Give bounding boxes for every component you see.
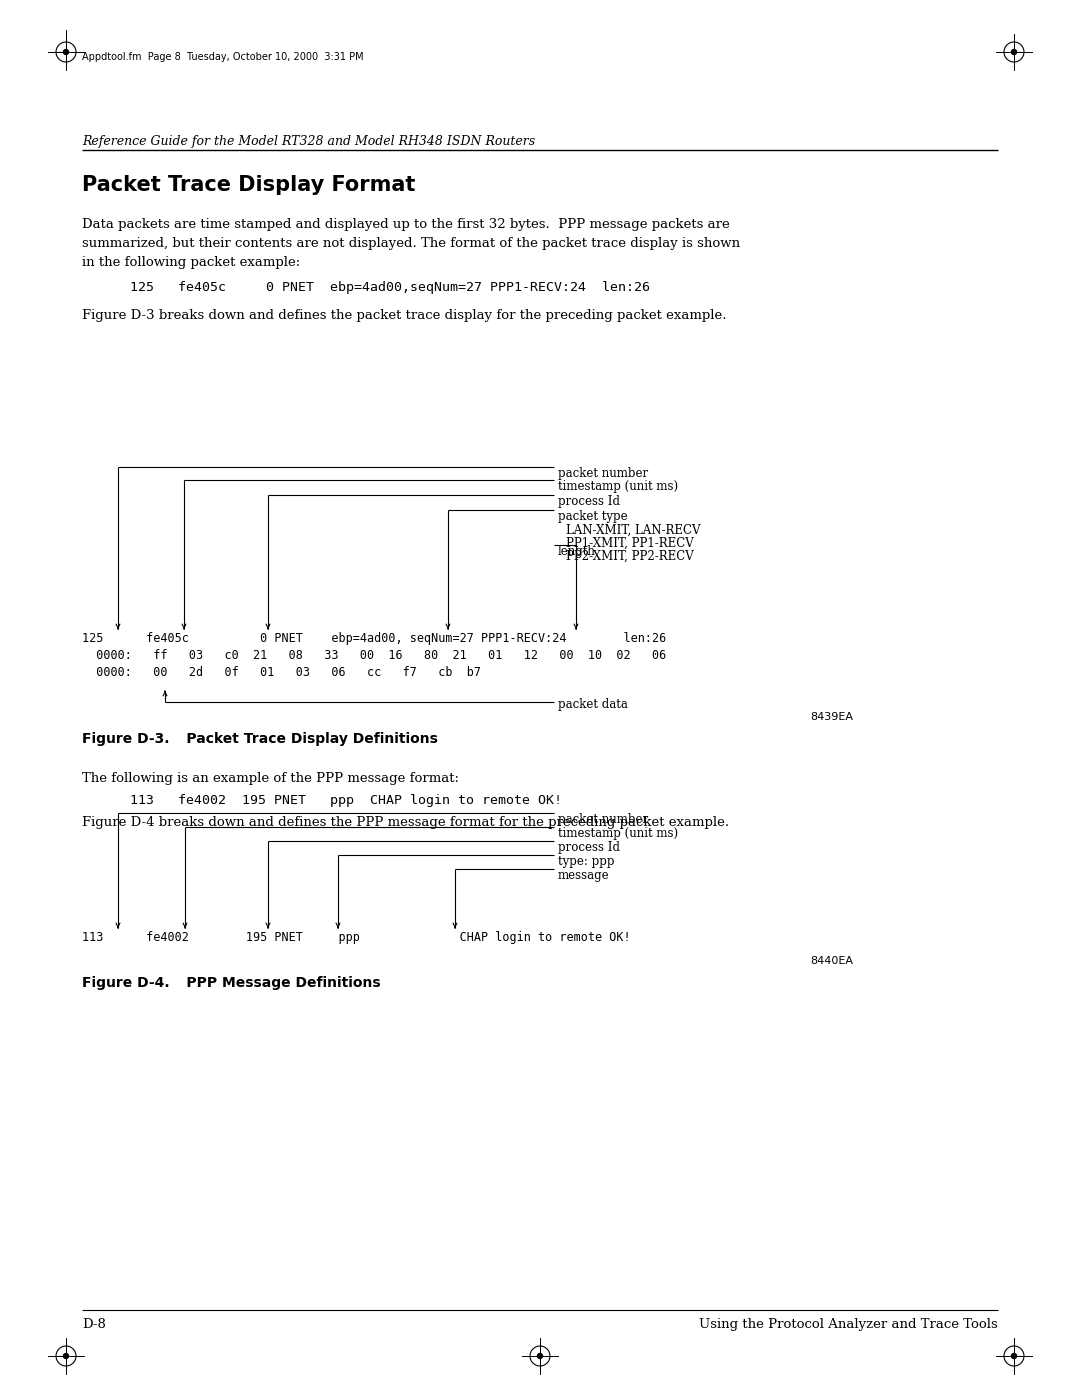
Text: 125      fe405c          0 PNET    ebp=4ad00, seqNum=27 PPP1-RECV:24        len:: 125 fe405c 0 PNET ebp=4ad00, seqNum=27 P…: [82, 631, 666, 645]
Text: Figure D-3 breaks down and defines the packet trace display for the preceding pa: Figure D-3 breaks down and defines the p…: [82, 309, 727, 321]
Text: process Id: process Id: [558, 495, 620, 509]
Circle shape: [64, 1354, 68, 1358]
Text: 8440EA: 8440EA: [810, 956, 853, 965]
Text: 0000:   00   2d   0f   01   03   06   cc   f7   cb  b7: 0000: 00 2d 0f 01 03 06 cc f7 cb b7: [82, 666, 481, 679]
Circle shape: [538, 1354, 542, 1358]
Text: length: length: [558, 545, 596, 557]
Circle shape: [64, 49, 68, 54]
Circle shape: [1012, 49, 1016, 54]
Text: Figure D-4.: Figure D-4.: [82, 977, 170, 990]
Text: Figure D-3.: Figure D-3.: [82, 732, 170, 746]
Text: D-8: D-8: [82, 1317, 106, 1331]
Text: summarized, but their contents are not displayed. The format of the packet trace: summarized, but their contents are not d…: [82, 237, 740, 250]
Text: packet data: packet data: [558, 698, 627, 711]
Text: 125   fe405c     0 PNET  ebp=4ad00,seqNum=27 PPP1-RECV:24  len:26: 125 fe405c 0 PNET ebp=4ad00,seqNum=27 PP…: [130, 281, 650, 293]
Text: 113   fe4002  195 PNET   ppp  CHAP login to remote OK!: 113 fe4002 195 PNET ppp CHAP login to re…: [130, 793, 562, 807]
Text: Packet Trace Display Definitions: Packet Trace Display Definitions: [162, 732, 437, 746]
Text: timestamp (unit ms): timestamp (unit ms): [558, 827, 678, 840]
Text: timestamp (unit ms): timestamp (unit ms): [558, 481, 678, 493]
Text: PP1-XMIT, PP1-RECV: PP1-XMIT, PP1-RECV: [566, 536, 693, 550]
Text: process Id: process Id: [558, 841, 620, 854]
Text: PP2-XMIT, PP2-RECV: PP2-XMIT, PP2-RECV: [566, 550, 693, 563]
Text: 0000:   ff   03   c0  21   08   33   00  16   80  21   01   12   00  10  02   06: 0000: ff 03 c0 21 08 33 00 16 80 21 01 1…: [82, 650, 666, 662]
Text: LAN-XMIT, LAN-RECV: LAN-XMIT, LAN-RECV: [566, 524, 701, 536]
Text: 8439EA: 8439EA: [810, 712, 853, 722]
Text: Data packets are time stamped and displayed up to the first 32 bytes.  PPP messa: Data packets are time stamped and displa…: [82, 218, 730, 231]
Text: Using the Protocol Analyzer and Trace Tools: Using the Protocol Analyzer and Trace To…: [699, 1317, 998, 1331]
Text: Appdtool.fm  Page 8  Tuesday, October 10, 2000  3:31 PM: Appdtool.fm Page 8 Tuesday, October 10, …: [82, 52, 364, 61]
Text: PPP Message Definitions: PPP Message Definitions: [162, 977, 380, 990]
Text: packet type: packet type: [558, 510, 627, 522]
Text: packet number: packet number: [558, 467, 648, 481]
Text: type: ppp: type: ppp: [558, 855, 615, 868]
Text: message: message: [558, 869, 609, 882]
Text: 113      fe4002        195 PNET     ppp              CHAP login to remote OK!: 113 fe4002 195 PNET ppp CHAP login to re…: [82, 930, 631, 944]
Text: packet number: packet number: [558, 813, 648, 826]
Circle shape: [1012, 1354, 1016, 1358]
Text: The following is an example of the PPP message format:: The following is an example of the PPP m…: [82, 773, 459, 785]
Text: Reference Guide for the Model RT328 and Model RH348 ISDN Routers: Reference Guide for the Model RT328 and …: [82, 136, 535, 148]
Text: Figure D-4 breaks down and defines the PPP message format for the preceding pack: Figure D-4 breaks down and defines the P…: [82, 816, 729, 828]
Text: Packet Trace Display Format: Packet Trace Display Format: [82, 175, 416, 196]
Text: in the following packet example:: in the following packet example:: [82, 256, 300, 270]
